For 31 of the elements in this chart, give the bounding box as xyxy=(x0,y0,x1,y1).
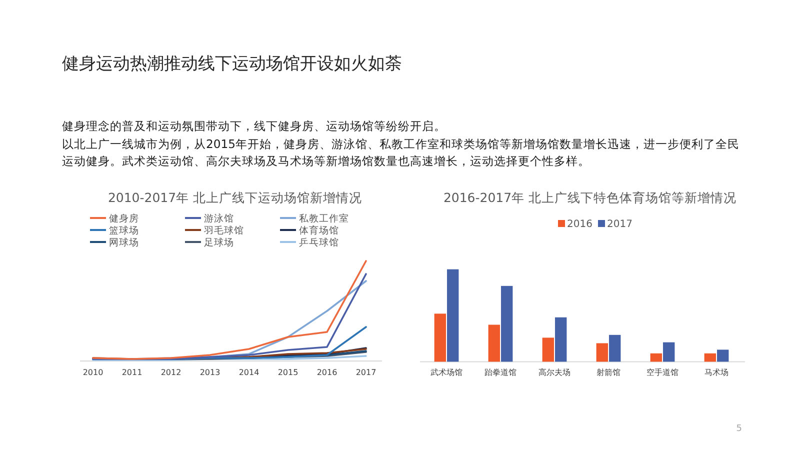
legend-label: 游泳馆 xyxy=(204,212,234,224)
legend-label: 私教工作室 xyxy=(299,212,349,224)
legend-label: 网球场 xyxy=(109,236,139,248)
legend-label: 2016 xyxy=(567,219,592,230)
x-tick-label: 武术场馆 xyxy=(430,368,462,377)
x-tick-label: 2011 xyxy=(122,368,142,377)
x-tick-label: 空手道馆 xyxy=(646,368,678,377)
text: 以北上广一线城市为例，从2015年开始，健身房、游泳馆、私教工作室和球类场馆等新增场馆数量增长迅速，进一步便利了全民运动健身。武术类运动馆、高尔夫球场及马术场等新增场馆数量也高速增长，运动选择更个性多样。 xyxy=(62,136,741,170)
chart-title: 2010-2017年 北上广线下运动场馆新增情况 xyxy=(108,190,362,205)
x-tick-label: 高尔夫场 xyxy=(538,368,570,377)
x-tick-label: 2016 xyxy=(316,368,338,377)
legend-label: 体育场馆 xyxy=(299,224,339,236)
x-tick-label: 马术场 xyxy=(704,368,728,377)
x-tick-label: 跆拳道馆 xyxy=(484,368,516,377)
x-tick-label: 2017 xyxy=(356,368,376,377)
x-tick-label: 2014 xyxy=(238,368,260,377)
text: 健身理念的普及和运动氛围带动下，线下健身房、运动场馆等纷纷开启。 xyxy=(62,118,447,135)
x-tick-label: 射箭馆 xyxy=(596,368,620,377)
legend-label: 2017 xyxy=(607,219,632,230)
text: 5 xyxy=(736,424,742,434)
x-tick-label: 2012 xyxy=(160,368,182,377)
chart-title: 2016-2017年 北上广线下特色体育场馆等新增情况 xyxy=(443,190,737,205)
x-tick-label: 2010 xyxy=(82,368,104,377)
legend-label: 羽毛球馆 xyxy=(204,224,244,236)
text: 健身运动热潮推动线下运动场馆开设如火如荼 xyxy=(62,53,402,75)
legend-label: 篮球场 xyxy=(109,224,139,236)
legend-label: 乒乓球馆 xyxy=(299,236,339,248)
x-tick-label: 2013 xyxy=(200,368,220,377)
legend-label: 健身房 xyxy=(109,212,139,224)
legend-label: 足球场 xyxy=(204,236,234,248)
x-tick-label: 2015 xyxy=(278,368,298,377)
